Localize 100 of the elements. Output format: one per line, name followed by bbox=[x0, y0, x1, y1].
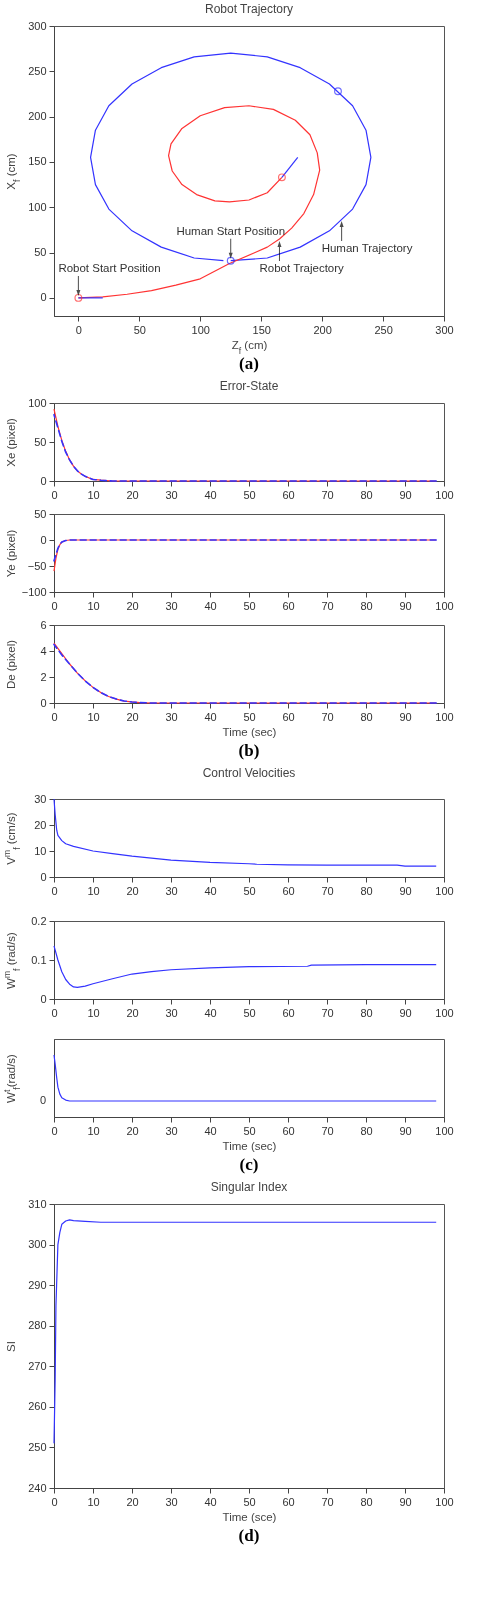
x-tick-label: 50 bbox=[243, 1124, 256, 1137]
x-tick-label: 50 bbox=[243, 1495, 256, 1508]
x-tick-label: 10 bbox=[87, 599, 100, 612]
y-tick-label: 150 bbox=[28, 155, 47, 168]
x-tick-label: 90 bbox=[399, 488, 412, 501]
text: (d) bbox=[238, 1526, 260, 1545]
line-series bbox=[53, 798, 437, 867]
x-tick-label: 90 bbox=[399, 1124, 412, 1137]
x-tick-label: 70 bbox=[321, 1124, 334, 1137]
x-tick-label: 80 bbox=[360, 1124, 373, 1137]
x-tick-label: 100 bbox=[191, 323, 210, 336]
y-tick-label: 50 bbox=[34, 246, 47, 259]
x-tick-label: 90 bbox=[399, 599, 412, 612]
x-tick-label: 50 bbox=[133, 323, 146, 336]
x-tick-label: 20 bbox=[126, 1006, 139, 1019]
x-tick-label: 10 bbox=[87, 1006, 100, 1019]
x-tick-label: 300 bbox=[435, 323, 454, 336]
x-tick-label: 40 bbox=[204, 488, 217, 501]
x-tick-label: 100 bbox=[435, 1495, 454, 1508]
x-tick-label: 60 bbox=[282, 1006, 295, 1019]
x-tick-label: 0 bbox=[51, 599, 58, 612]
x-tick-label: 50 bbox=[243, 488, 256, 501]
line-series bbox=[53, 945, 437, 988]
x-tick-label: 80 bbox=[360, 1006, 373, 1019]
y-tick-label: 0 bbox=[40, 474, 47, 487]
x-tick-label: 0 bbox=[51, 884, 58, 897]
y-tick-label: 290 bbox=[28, 1278, 47, 1291]
x-tick-label: 70 bbox=[321, 1495, 334, 1508]
x-tick-label: 50 bbox=[243, 884, 256, 897]
y-tick-label: 0.1 bbox=[31, 953, 47, 966]
y-tick-label: −50 bbox=[27, 559, 47, 572]
x-tick-label: 20 bbox=[126, 488, 139, 501]
y-tick-label: 50 bbox=[34, 435, 47, 448]
y-tick-label: 250 bbox=[28, 64, 47, 77]
x-tick-label: 100 bbox=[435, 884, 454, 897]
x-tick-label: 40 bbox=[204, 1124, 217, 1137]
x-tick-label: 70 bbox=[321, 599, 334, 612]
x-axis-title: Z$_{f}$ (cm) bbox=[231, 338, 268, 356]
x-axis-title: Time (sec) bbox=[222, 725, 277, 738]
y-tick-label: 310 bbox=[28, 1197, 47, 1210]
y-axis-title: Xe (pixel) bbox=[4, 418, 17, 467]
x-tick-label: 80 bbox=[360, 710, 373, 723]
x-tick-label: 100 bbox=[435, 1124, 454, 1137]
x-tick-label: 80 bbox=[360, 488, 373, 501]
x-tick-label: 60 bbox=[282, 488, 295, 501]
chart-title: Singular Index bbox=[210, 1180, 288, 1194]
point bbox=[334, 87, 342, 96]
x-tick-label: 30 bbox=[165, 1006, 178, 1019]
x-tick-label: 60 bbox=[282, 710, 295, 723]
y-tick-label: 10 bbox=[34, 844, 47, 857]
x-tick-label: 60 bbox=[282, 1495, 295, 1508]
x-tick-label: 10 bbox=[87, 884, 100, 897]
y-tick-label: 0 bbox=[40, 696, 47, 709]
y-tick-label: 300 bbox=[28, 19, 47, 32]
y-tick-label: 300 bbox=[28, 1238, 47, 1251]
y-tick-label: 100 bbox=[28, 396, 47, 409]
x-tick-label: 10 bbox=[87, 1495, 100, 1508]
x-tick-label: 150 bbox=[252, 323, 271, 336]
x-tick-label: 50 bbox=[243, 710, 256, 723]
x-tick-label: 60 bbox=[282, 1124, 295, 1137]
annotation: Robot Start Position bbox=[58, 261, 161, 274]
y-tick-label: 30 bbox=[34, 792, 47, 805]
x-tick-label: 60 bbox=[282, 599, 295, 612]
x-tick-label: 30 bbox=[165, 884, 178, 897]
x-tick-label: 10 bbox=[87, 710, 100, 723]
x-tick-label: 0 bbox=[51, 488, 58, 501]
x-tick-label: 40 bbox=[204, 599, 217, 612]
text: (a) bbox=[239, 354, 259, 373]
y-tick-label: 260 bbox=[28, 1400, 47, 1413]
x-tick-label: 30 bbox=[165, 710, 178, 723]
x-tick-label: 250 bbox=[374, 323, 393, 336]
x-tick-label: 30 bbox=[165, 1124, 178, 1137]
x-tick-label: 80 bbox=[360, 884, 373, 897]
x-tick-label: 90 bbox=[399, 1495, 412, 1508]
x-tick-label: 200 bbox=[313, 323, 332, 336]
x-tick-label: 30 bbox=[165, 1495, 178, 1508]
x-tick-label: 70 bbox=[321, 1006, 334, 1019]
point bbox=[74, 293, 83, 302]
x-tick-label: 100 bbox=[435, 710, 454, 723]
x-tick-label: 0 bbox=[75, 323, 82, 336]
x-tick-label: 50 bbox=[243, 599, 256, 612]
x-axis-title: Time (sce) bbox=[222, 1510, 277, 1523]
x-tick-label: 40 bbox=[204, 1495, 217, 1508]
x-tick-label: 60 bbox=[282, 884, 295, 897]
y-tick-label: 0.2 bbox=[31, 914, 47, 927]
x-tick-label: 40 bbox=[204, 1006, 217, 1019]
x-tick-label: 10 bbox=[87, 488, 100, 501]
x-tick-label: 0 bbox=[51, 1124, 58, 1137]
x-tick-label: 80 bbox=[360, 599, 373, 612]
y-tick-label: 0 bbox=[40, 533, 47, 546]
x-tick-label: 20 bbox=[126, 1495, 139, 1508]
x-tick-label: 40 bbox=[204, 710, 217, 723]
y-tick-label: 2 bbox=[40, 670, 47, 683]
x-tick-label: 30 bbox=[165, 599, 178, 612]
x-tick-label: 0 bbox=[51, 1495, 58, 1508]
x-tick-label: 100 bbox=[435, 488, 454, 501]
x-tick-label: 20 bbox=[126, 710, 139, 723]
x-axis-title: Time (sec) bbox=[222, 1139, 277, 1152]
y-tick-label: 250 bbox=[28, 1440, 47, 1453]
point bbox=[277, 173, 286, 182]
